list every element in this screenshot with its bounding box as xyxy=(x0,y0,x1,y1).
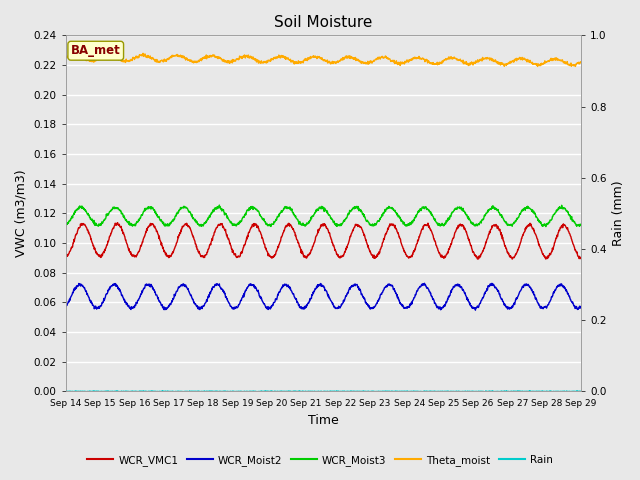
Rain xyxy=(554,389,562,395)
WCR_Moist3 xyxy=(355,206,363,212)
Theta_moist xyxy=(140,50,147,56)
WCR_Moist3 xyxy=(301,223,308,228)
WCR_Moist2 xyxy=(123,301,131,307)
WCR_Moist3 xyxy=(216,202,223,208)
Theta_moist xyxy=(123,58,131,64)
Theta_moist xyxy=(577,59,585,65)
WCR_Moist2 xyxy=(355,286,363,292)
Y-axis label: VWC (m3/m3): VWC (m3/m3) xyxy=(15,169,28,257)
WCR_Moist3 xyxy=(577,222,585,228)
Text: BA_met: BA_met xyxy=(71,44,120,57)
Rain xyxy=(62,388,70,394)
WCR_Moist2 xyxy=(291,295,299,301)
WCR_Moist2 xyxy=(472,307,479,313)
WCR_VMC1 xyxy=(301,253,308,259)
Line: Theta_moist: Theta_moist xyxy=(66,53,581,66)
X-axis label: Time: Time xyxy=(308,414,339,427)
Rain xyxy=(102,389,109,395)
Rain xyxy=(355,388,363,394)
WCR_Moist2 xyxy=(280,282,288,288)
WCR_Moist2 xyxy=(62,303,70,309)
WCR_VMC1 xyxy=(102,245,109,251)
WCR_Moist3 xyxy=(62,221,70,227)
Theta_moist xyxy=(534,63,541,69)
Rain xyxy=(502,388,510,394)
WCR_VMC1 xyxy=(508,256,516,262)
Rain xyxy=(280,389,288,395)
WCR_VMC1 xyxy=(577,255,585,261)
WCR_VMC1 xyxy=(355,223,363,229)
Line: WCR_Moist3: WCR_Moist3 xyxy=(66,205,581,227)
WCR_Moist3 xyxy=(281,204,289,210)
WCR_Moist2 xyxy=(577,304,585,310)
WCR_VMC1 xyxy=(62,252,70,258)
WCR_VMC1 xyxy=(123,241,131,247)
WCR_Moist2 xyxy=(102,293,109,299)
Rain xyxy=(577,388,585,394)
Theta_moist xyxy=(102,52,109,58)
Line: Rain: Rain xyxy=(66,391,581,392)
WCR_Moist3 xyxy=(102,216,109,222)
Line: WCR_VMC1: WCR_VMC1 xyxy=(66,223,581,259)
WCR_Moist2 xyxy=(420,280,428,286)
Theta_moist xyxy=(62,54,70,60)
WCR_Moist2 xyxy=(300,306,308,312)
Theta_moist xyxy=(291,60,299,65)
Theta_moist xyxy=(355,59,363,64)
WCR_Moist3 xyxy=(123,217,131,223)
Y-axis label: Rain (mm): Rain (mm) xyxy=(612,180,625,246)
WCR_Moist3 xyxy=(542,224,550,229)
Line: WCR_Moist2: WCR_Moist2 xyxy=(66,283,581,310)
WCR_Moist3 xyxy=(291,214,299,220)
Legend: WCR_VMC1, WCR_Moist2, WCR_Moist3, Theta_moist, Rain: WCR_VMC1, WCR_Moist2, WCR_Moist3, Theta_… xyxy=(83,451,557,470)
Rain xyxy=(300,388,308,394)
WCR_VMC1 xyxy=(281,226,289,232)
WCR_VMC1 xyxy=(114,220,122,226)
Rain xyxy=(291,389,299,395)
WCR_VMC1 xyxy=(291,233,299,239)
Rain xyxy=(123,388,131,394)
Theta_moist xyxy=(281,55,289,60)
Title: Soil Moisture: Soil Moisture xyxy=(274,15,372,30)
Theta_moist xyxy=(301,57,308,63)
